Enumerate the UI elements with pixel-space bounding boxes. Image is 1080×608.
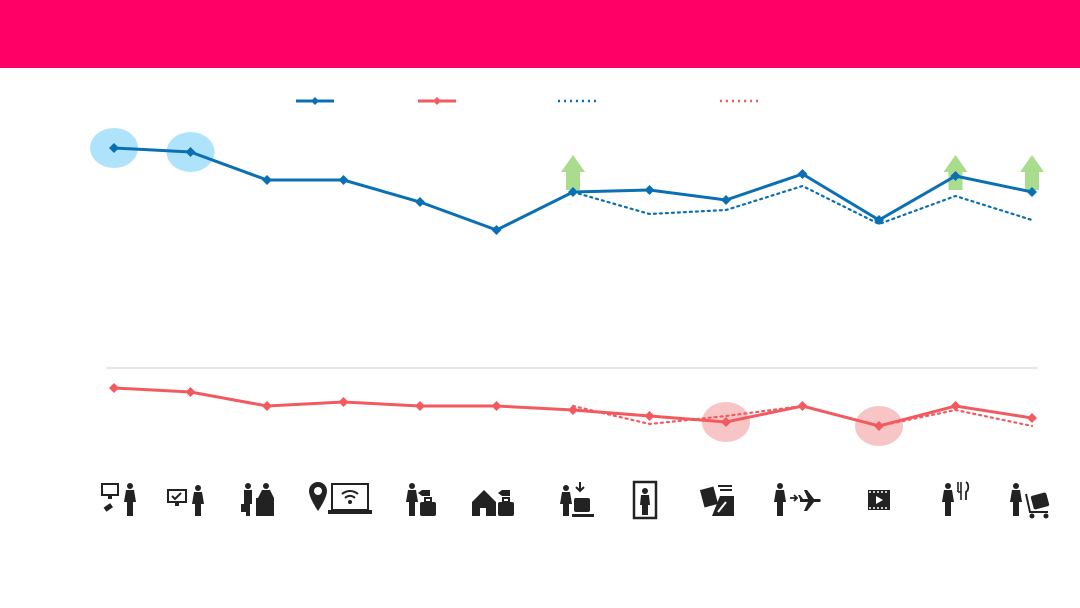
inflight-entertainment-icon xyxy=(844,478,914,522)
dining-icon xyxy=(920,478,990,522)
series-2-point-3 xyxy=(262,401,272,411)
check-in-desk-icon xyxy=(222,478,292,522)
series-2-point-4 xyxy=(338,397,349,407)
series-line-3 xyxy=(571,404,1034,428)
security-scanner-icon xyxy=(610,478,680,522)
location-wifi-icon xyxy=(306,478,376,522)
online-checkin-icon xyxy=(152,478,222,522)
series-0-point-13 xyxy=(1027,187,1037,197)
chart-legend xyxy=(0,88,1080,112)
baggage-claim-icon xyxy=(538,478,608,522)
baggage-trolley-icon xyxy=(994,478,1064,522)
series-2-point-8 xyxy=(644,411,655,421)
series-2-point-12 xyxy=(950,401,961,411)
series-2-point-13 xyxy=(1027,413,1037,423)
up-arrow-7 xyxy=(561,155,585,190)
series-2-point-7 xyxy=(568,405,578,415)
series-0-point-6 xyxy=(491,225,502,235)
series-0-point-5 xyxy=(415,197,425,207)
touchpoint-icon-row xyxy=(0,478,1080,528)
series-0-point-12 xyxy=(950,171,961,181)
series-0-point-2 xyxy=(185,147,196,157)
series-0-point-9 xyxy=(721,195,731,205)
series-0-point-4 xyxy=(338,175,349,185)
series-0-point-8 xyxy=(644,185,655,195)
up-arrow-13 xyxy=(1020,155,1044,190)
series-0-point-10 xyxy=(797,169,808,179)
series-2-point-9 xyxy=(721,417,731,427)
self-checkin-kiosk-icon xyxy=(82,478,152,522)
series-0-point-1 xyxy=(109,143,119,153)
series-2-point-6 xyxy=(491,401,502,411)
series-2-point-5 xyxy=(415,401,425,411)
series-2-point-1 xyxy=(109,383,119,393)
home-baggage-icon xyxy=(462,478,532,522)
header-banner xyxy=(0,0,1080,68)
boarding-icon xyxy=(760,478,830,522)
series-2-point-2 xyxy=(185,387,196,397)
series-0-point-3 xyxy=(262,175,272,185)
passport-control-icon xyxy=(682,478,752,522)
series-line-1 xyxy=(571,184,1034,226)
baggage-drop-icon xyxy=(384,478,454,522)
series-2-point-10 xyxy=(797,401,808,411)
